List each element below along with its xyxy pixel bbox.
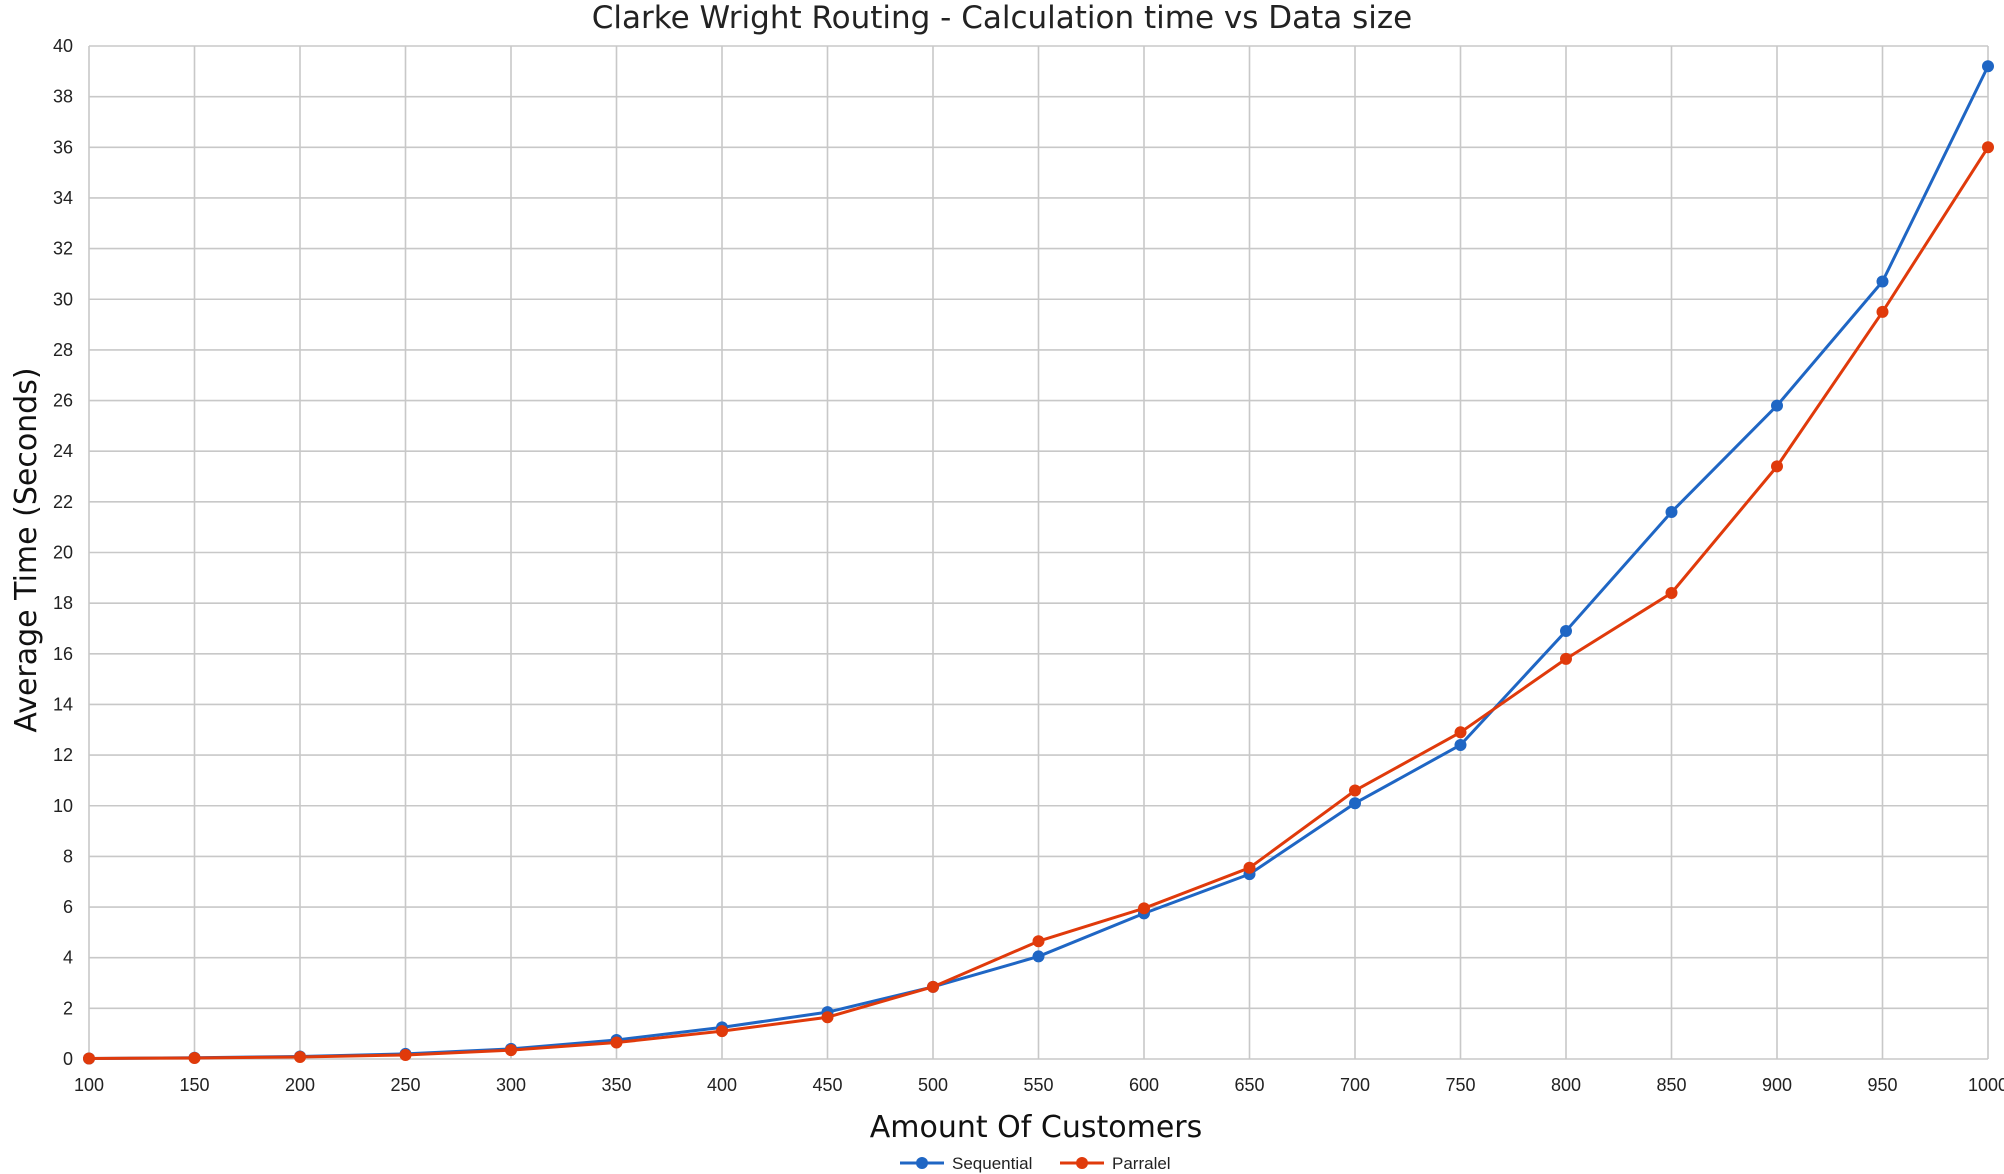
- x-tick-label: 300: [496, 1075, 526, 1095]
- data-point: [1665, 587, 1678, 600]
- data-point: [1349, 784, 1361, 797]
- y-tick-label: 14: [53, 694, 73, 714]
- x-tick-label: 350: [601, 1075, 631, 1095]
- data-point: [294, 1050, 306, 1063]
- x-tick-label: 900: [1762, 1075, 1792, 1095]
- y-tick-label: 20: [53, 543, 73, 563]
- data-point: [716, 1025, 728, 1038]
- y-tick-label: 10: [53, 796, 73, 816]
- x-tick-label: 150: [179, 1075, 209, 1095]
- y-tick-label: 30: [53, 289, 73, 309]
- data-point: [505, 1044, 517, 1057]
- y-tick-label: 26: [53, 391, 73, 411]
- data-point: [821, 1011, 834, 1024]
- legend-label: Sequential: [952, 1154, 1032, 1173]
- data-point: [1032, 950, 1045, 963]
- data-point: [1876, 275, 1889, 288]
- data-point: [83, 1052, 95, 1065]
- x-tick-label: 750: [1445, 1075, 1475, 1095]
- data-point: [1771, 399, 1783, 412]
- x-tick-label: 700: [1340, 1075, 1370, 1095]
- y-tick-label: 8: [63, 846, 73, 866]
- data-point: [1138, 902, 1150, 915]
- x-tick-label: 250: [390, 1075, 420, 1095]
- y-tick-label: 12: [53, 745, 73, 765]
- y-tick-label: 22: [53, 492, 73, 512]
- y-tick-label: 4: [63, 948, 73, 968]
- x-tick-label: 600: [1129, 1075, 1159, 1095]
- y-tick-label: 0: [63, 1049, 73, 1069]
- y-tick-label: 16: [53, 644, 73, 664]
- data-point: [1349, 797, 1361, 810]
- x-tick-label: 850: [1656, 1075, 1686, 1095]
- legend-item: Sequential: [900, 1154, 1032, 1173]
- chart-title: Clarke Wright Routing - Calculation time…: [592, 0, 1413, 36]
- data-point: [1454, 738, 1467, 751]
- x-tick-label: 550: [1023, 1075, 1053, 1095]
- x-tick-label: 400: [707, 1075, 737, 1095]
- data-point: [1032, 935, 1045, 948]
- series-parralel: [83, 141, 1994, 1065]
- data-point: [927, 980, 939, 993]
- y-tick-label: 36: [53, 137, 73, 157]
- x-tick-label: 950: [1867, 1075, 1897, 1095]
- x-tick-label: 800: [1551, 1075, 1581, 1095]
- y-tick-label: 32: [53, 239, 73, 259]
- legend-label: Parralel: [1112, 1154, 1171, 1173]
- data-point: [1560, 625, 1572, 638]
- data-point: [1454, 726, 1467, 739]
- data-point: [1560, 652, 1572, 665]
- x-tick-label: 1000: [1968, 1075, 2004, 1095]
- data-point: [188, 1051, 201, 1064]
- grid: [88, 45, 1989, 1060]
- series-lines: [83, 60, 1994, 1065]
- data-point: [1982, 60, 1994, 73]
- legend-item: Parralel: [1060, 1154, 1171, 1173]
- x-tick-label: 500: [918, 1075, 948, 1095]
- x-tick-label: 650: [1234, 1075, 1264, 1095]
- x-tick-label: 200: [285, 1075, 315, 1095]
- y-tick-label: 6: [63, 897, 73, 917]
- x-tick-label: 450: [812, 1075, 842, 1095]
- x-axis-ticks: 100 150 200 250 300 350 400 450 500 550 600 650 700 7…: [74, 1075, 2004, 1095]
- legend: Sequential Parralel: [900, 1154, 1171, 1173]
- y-tick-label: 38: [53, 87, 73, 107]
- legend-marker: [1076, 1157, 1088, 1169]
- data-point: [1665, 505, 1678, 518]
- y-tick-label: 34: [53, 188, 73, 208]
- data-point: [610, 1036, 623, 1049]
- y-tick-label: 40: [53, 36, 73, 56]
- data-point: [1243, 861, 1256, 874]
- x-axis-title: Amount Of Customers: [870, 1110, 1203, 1145]
- data-point: [1982, 141, 1994, 154]
- y-tick-label: 2: [63, 998, 73, 1018]
- y-tick-label: 18: [53, 593, 73, 613]
- legend-marker: [916, 1157, 928, 1169]
- x-tick-label: 100: [74, 1075, 104, 1095]
- data-point: [1876, 305, 1889, 318]
- data-point: [399, 1048, 412, 1061]
- y-axis-title: Average Time (Seconds): [9, 367, 44, 732]
- y-tick-label: 28: [53, 340, 73, 360]
- data-point: [1771, 460, 1783, 473]
- y-tick-label: 24: [53, 441, 73, 461]
